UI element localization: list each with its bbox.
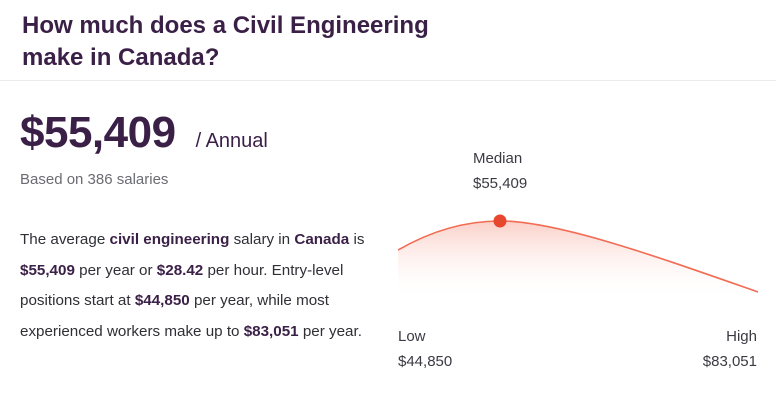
desc-text: per year or — [74, 261, 157, 279]
desc-location: Canada — [294, 231, 350, 248]
high-label: High — [726, 328, 757, 345]
desc-entry-salary: $44,850 — [134, 292, 190, 309]
desc-text: salary in — [229, 231, 295, 248]
salary-count: Based on 386 salaries — [20, 171, 169, 188]
desc-text: per year, while most experienced workers… — [20, 292, 329, 340]
salary-description: The average civil engineering salary in … — [20, 225, 370, 347]
salary-distribution-curve — [398, 214, 758, 300]
desc-text: is — [349, 231, 365, 248]
high-value: $83,051 — [702, 353, 757, 370]
desc-text: per year. — [298, 322, 362, 340]
desc-text: The average — [20, 231, 110, 248]
desc-hourly-rate: $28.42 — [156, 261, 204, 279]
page-title: How much does a Civil Engineering make i… — [22, 12, 429, 71]
salary-period: / Annual — [195, 130, 268, 152]
desc-experienced-salary: $83,051 — [243, 322, 299, 340]
desc-annual-salary: $55,409 — [20, 261, 75, 279]
desc-text: per hour. Entry-level positions start at — [20, 261, 344, 310]
curve-line — [398, 220, 758, 293]
salary-amount: $55,409 — [20, 108, 176, 157]
median-label: Median — [473, 150, 523, 167]
median-marker — [493, 214, 507, 228]
median-value: $55,409 — [473, 175, 528, 192]
desc-job-title: civil engineering — [109, 231, 230, 248]
curve-area — [398, 221, 758, 300]
low-value: $44,850 — [398, 353, 453, 370]
salary-summary: $55,409 / Annual — [20, 108, 268, 158]
low-label: Low — [398, 328, 426, 345]
card-header: How much does a Civil Engineering make i… — [0, 0, 776, 81]
